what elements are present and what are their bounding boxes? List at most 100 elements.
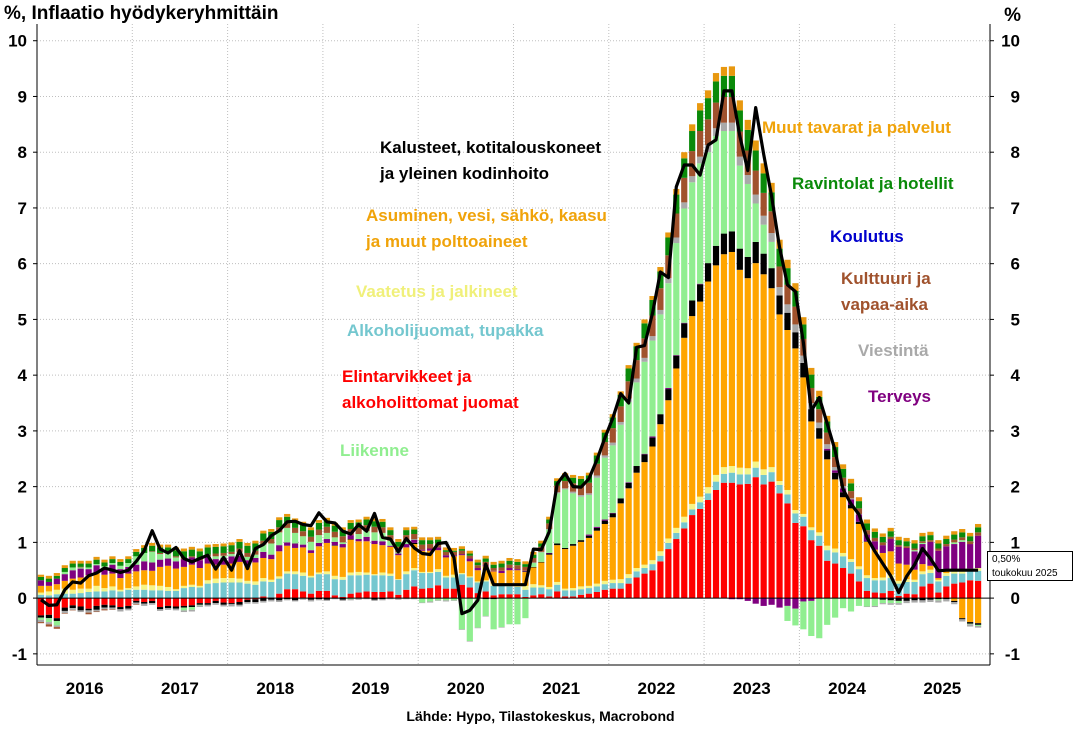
bar-segment-alcohol [935, 581, 942, 593]
bar-segment-restaurants [299, 524, 307, 532]
bar-segment-food [728, 482, 735, 599]
label-transport: Liikenne [340, 438, 409, 464]
bar-segment-clothing [569, 588, 577, 591]
bar-segment-health [919, 544, 926, 565]
bar-segment-food [792, 522, 799, 599]
bar-segment-clothing [331, 575, 338, 580]
bar-segment-alcohol [450, 577, 458, 589]
bar-segment-food [514, 594, 521, 599]
bar-segment-clothing [442, 575, 450, 578]
bar-segment-restaurants [125, 559, 132, 563]
bar-segment-communication [77, 610, 84, 613]
bar-segment-transport [490, 599, 497, 630]
bar-segment-recreation [887, 536, 894, 540]
bar-segment-housing [379, 545, 386, 573]
bar-segment-food [800, 526, 807, 599]
bar-segment-housing [466, 561, 473, 577]
bar-segment-furnishing [85, 608, 92, 611]
bar-segment-health [371, 540, 378, 545]
bar-segment-transport [93, 564, 100, 566]
bar-segment-other [967, 532, 974, 537]
bar-segment-communication [379, 599, 386, 601]
bar-segment-clothing [633, 568, 640, 572]
bar-segment-restaurants [728, 75, 735, 98]
bar-segment-recreation [458, 550, 465, 555]
bar-segment-housing [657, 424, 664, 552]
bar-segment-communication [530, 562, 537, 563]
bar-segment-furnishing [633, 466, 640, 473]
bar-segment-recreation [974, 532, 982, 536]
bar-segment-housing [577, 541, 585, 587]
bar-segment-health [434, 547, 442, 551]
bar-segment-furnishing [530, 566, 537, 568]
bar-segment-transport [450, 598, 458, 601]
bar-segment-health [244, 560, 251, 566]
bar-segment-communication [220, 604, 227, 607]
bar-segment-alcohol [530, 587, 537, 596]
bar-segment-restaurants [315, 522, 323, 530]
bar-segment-alcohol [387, 575, 394, 592]
bar-segment-transport [498, 598, 505, 628]
bar-segment-transport [847, 598, 855, 612]
bar-segment-transport [744, 183, 751, 257]
y-tick-left: 0 [18, 589, 27, 608]
bar-segment-furnishing [736, 248, 743, 270]
bar-segment-transport [784, 605, 791, 621]
bar-segment-alcohol [919, 574, 926, 587]
bar-segment-health [61, 574, 68, 581]
bar-segment-housing [633, 472, 640, 569]
bar-segment-alcohol [490, 585, 497, 596]
bar-segment-restaurants [895, 540, 902, 546]
bar-segment-health [546, 552, 553, 554]
bar-segment-food [808, 540, 815, 599]
bar-segment-alcohol [45, 595, 53, 599]
bar-segment-communication [371, 599, 378, 601]
bar-segment-food [69, 598, 76, 606]
bar-segment-clothing [69, 589, 76, 594]
bar-segment-transport [442, 598, 450, 601]
bar-segment-furnishing [625, 482, 632, 489]
bar-segment-housing [474, 570, 481, 582]
bar-segment-restaurants [490, 564, 497, 569]
bar-segment-communication [458, 629, 465, 630]
bar-segment-food [577, 594, 585, 599]
bar-segment-housing [347, 539, 354, 573]
label-communication: Viestintä [858, 338, 929, 364]
bar-segment-other [474, 559, 481, 563]
y-tick-left: 1 [18, 533, 27, 552]
bar-segment-clothing [395, 579, 402, 580]
bar-segment-other [665, 232, 672, 238]
bar-segment-clothing [736, 467, 743, 475]
bar-segment-other [395, 539, 402, 542]
bar-segment-recreation [109, 609, 116, 610]
bar-segment-alcohol [379, 575, 386, 592]
bar-segment-health [339, 544, 346, 548]
bar-segment-alcohol [482, 581, 489, 592]
bar-segment-health [387, 545, 394, 547]
bar-segment-food [196, 598, 203, 604]
bar-segment-transport [911, 550, 918, 552]
bar-segment-restaurants [371, 521, 378, 527]
bar-segment-other [895, 536, 902, 541]
bar-segment-furnishing [125, 605, 132, 609]
bar-segment-furnishing [712, 245, 720, 266]
bar-segment-health [760, 598, 767, 606]
label-furnishing-line2: ja yleinen kodinhoito [380, 164, 550, 183]
bar-segment-food [419, 588, 426, 599]
bar-segment-other [307, 527, 315, 531]
bar-segment-other [61, 565, 68, 569]
bar-segment-restaurants [292, 521, 299, 528]
bar-segment-communication [236, 604, 243, 607]
bar-segment-other [919, 532, 926, 537]
bar-segment-restaurants [419, 540, 426, 545]
bar-segment-alcohol [554, 584, 561, 592]
bar-segment-clothing [77, 588, 84, 594]
bar-segment-transport [855, 598, 863, 606]
bar-segment-food [927, 583, 934, 599]
bar-segment-recreation [879, 542, 886, 546]
bar-segment-transport [61, 571, 68, 575]
bar-segment-clothing [919, 571, 926, 575]
y-tick-left: 6 [18, 255, 27, 274]
bar-segment-housing [403, 547, 410, 572]
bar-segment-health [77, 568, 84, 578]
